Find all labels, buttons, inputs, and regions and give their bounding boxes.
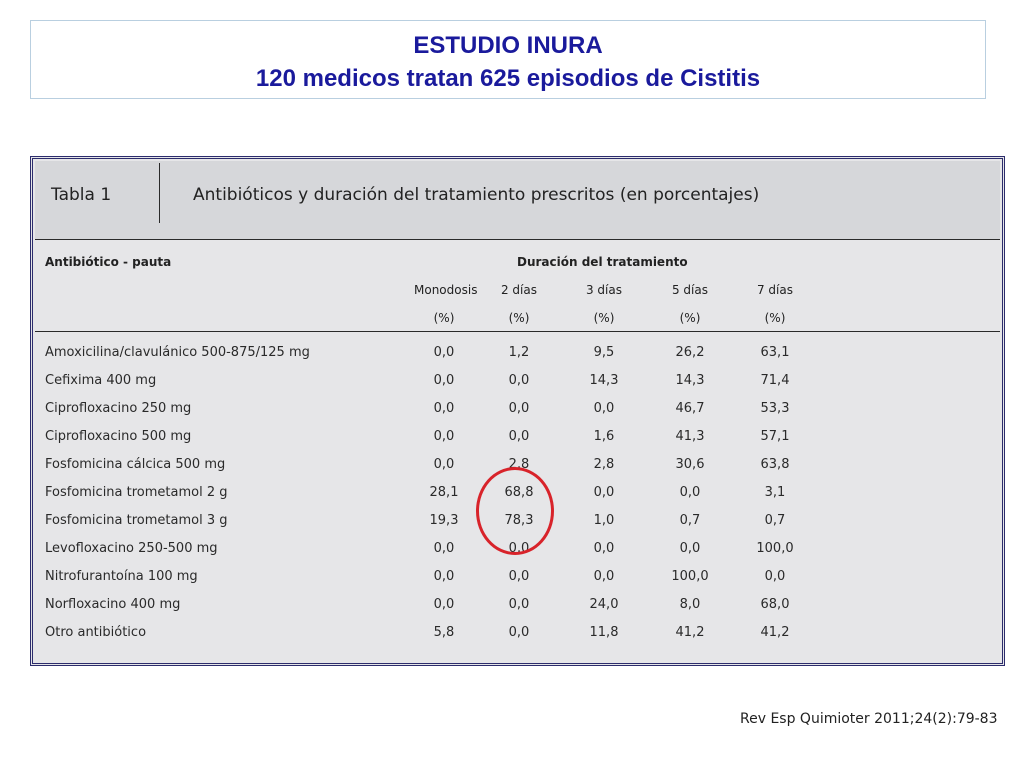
row-label: Fosfomicina trometamol 3 g — [45, 513, 228, 528]
row-label: Ciprofloxacino 250 mg — [45, 401, 192, 416]
column-header-name: 7 días — [756, 283, 793, 297]
table-cell: 0,0 — [508, 401, 530, 416]
table-cell: 0,0 — [433, 373, 455, 388]
table-cell: 57,1 — [760, 429, 790, 444]
row-label: Fosfomicina trometamol 2 g — [45, 485, 228, 500]
table-cell: 0,7 — [679, 513, 701, 528]
table-cell: 28,1 — [429, 485, 459, 500]
table-cell: 0,0 — [433, 541, 455, 556]
table-cell: 8,0 — [679, 597, 701, 612]
table-cell: 0,0 — [508, 597, 530, 612]
table-cell: 100,0 — [671, 569, 709, 584]
table-cell: 1,0 — [593, 513, 615, 528]
table-row: Ciprofloxacino 500 mg 0,0 0,0 1,6 41,3 57,1 — [33, 423, 1002, 451]
table-caption: Antibióticos y duración del tratamiento … — [193, 185, 760, 205]
table-cell: 5,8 — [433, 625, 455, 640]
row-label: Otro antibiótico — [45, 625, 147, 640]
table-row: Norfloxacino 400 mg 0,0 0,0 24,0 8,0 68,0 — [33, 591, 1002, 619]
citation: Rev Esp Quimioter 2011;24(2):79-83 — [740, 711, 998, 727]
table-cell: 63,1 — [760, 345, 790, 360]
table-row: Amoxicilina/clavulánico 500-875/125 mg 0,… — [33, 339, 1002, 367]
column-header-unit: (%) — [764, 311, 786, 325]
header-divider — [159, 163, 160, 223]
table-cell: 0,0 — [433, 457, 455, 472]
table-cell: 0,0 — [593, 485, 615, 500]
table-cell: 30,6 — [675, 457, 705, 472]
row-label: Levofloxacino 250-500 mg — [45, 541, 218, 556]
title-line-1: ESTUDIO INURA — [413, 32, 603, 59]
table-cell: 0,0 — [679, 485, 701, 500]
table-cell: 0,7 — [764, 513, 786, 528]
group-header: Duración del tratamiento — [517, 255, 688, 269]
table-cell: 53,3 — [760, 401, 790, 416]
table-label: Tabla 1 — [51, 185, 112, 205]
table-cell: 41,3 — [675, 429, 705, 444]
column-header-unit: (%) — [508, 311, 530, 325]
column-header-name: Monodosis — [414, 283, 478, 297]
table-cell: 41,2 — [675, 625, 705, 640]
table-cell: 1,6 — [593, 429, 615, 444]
data-table: Tabla 1 Antibióticos y duración del trat… — [30, 156, 1005, 666]
row-label: Amoxicilina/clavulánico 500-875/125 mg — [45, 345, 310, 360]
table-cell: 0,0 — [433, 569, 455, 584]
row-label: Cefixima 400 mg — [45, 373, 157, 388]
table-cell: 0,0 — [508, 625, 530, 640]
table-row: Nitrofurantoína 100 mg 0,0 0,0 0,0 100,0 0,0 — [33, 563, 1002, 591]
row-label: Nitrofurantoína 100 mg — [45, 569, 198, 584]
title-line-2: 120 medicos tratan 625 episodios de Cist… — [255, 65, 761, 92]
table-cell: 0,0 — [764, 569, 786, 584]
table-row: Otro antibiótico 5,8 0,0 11,8 41,2 41,2 — [33, 619, 1002, 647]
table-cell: 24,0 — [589, 597, 619, 612]
table-cell: 0,0 — [508, 373, 530, 388]
table-cell: 9,5 — [593, 345, 615, 360]
row-header: Antibiótico - pauta — [45, 255, 172, 269]
table-cell: 0,0 — [433, 429, 455, 444]
table-cell: 0,0 — [433, 401, 455, 416]
table-cell: 0,0 — [593, 569, 615, 584]
table-cell: 63,8 — [760, 457, 790, 472]
table-cell: 1,2 — [508, 345, 530, 360]
row-label: Norfloxacino 400 mg — [45, 597, 181, 612]
table-row: Cefixima 400 mg 0,0 0,0 14,3 14,3 71,4 — [33, 367, 1002, 395]
table-cell: 0,0 — [508, 569, 530, 584]
table-cell: 14,3 — [589, 373, 619, 388]
row-label: Fosfomicina cálcica 500 mg — [45, 457, 226, 472]
column-header-unit: (%) — [433, 311, 455, 325]
table-cell: 68,0 — [760, 597, 790, 612]
column-header-unit: (%) — [679, 311, 701, 325]
table-header-band: Tabla 1 Antibióticos y duración del trat… — [35, 161, 1000, 240]
table-cell: 0,0 — [433, 345, 455, 360]
column-header-name: 3 días — [585, 283, 622, 297]
table-row: Ciprofloxacino 250 mg 0,0 0,0 0,0 46,7 53,3 — [33, 395, 1002, 423]
table-cell: 0,0 — [508, 429, 530, 444]
row-label: Ciprofloxacino 500 mg — [45, 429, 192, 444]
table-cell: 0,0 — [593, 541, 615, 556]
table-row: Levofloxacino 250-500 mg 0,0 0,0 0,0 0,0 100,… — [33, 535, 1002, 563]
table-cell: 0,0 — [679, 541, 701, 556]
slide-title: ESTUDIO INURA 120 medicos tratan 625 epi… — [30, 20, 986, 99]
column-header-name: 5 días — [671, 283, 708, 297]
table-cell: 3,1 — [764, 485, 786, 500]
table-cell: 41,2 — [760, 625, 790, 640]
table-cell: 0,0 — [593, 401, 615, 416]
table-cell: 46,7 — [675, 401, 705, 416]
table-cell: 11,8 — [589, 625, 619, 640]
column-header-unit: (%) — [593, 311, 615, 325]
header-rule — [35, 331, 1000, 332]
table-cell: 100,0 — [756, 541, 794, 556]
table-cell: 14,3 — [675, 373, 705, 388]
table-cell: 26,2 — [675, 345, 705, 360]
table-cell: 2,8 — [593, 457, 615, 472]
table-cell: 0,0 — [433, 597, 455, 612]
table-cell: 19,3 — [429, 513, 459, 528]
table-row: Fosfomicina trometamol 3 g 19,3 78,3 1,0 0,7… — [33, 507, 1002, 535]
highlight-circle — [476, 467, 554, 555]
column-header-name: 2 días — [500, 283, 537, 297]
table-cell: 71,4 — [760, 373, 790, 388]
